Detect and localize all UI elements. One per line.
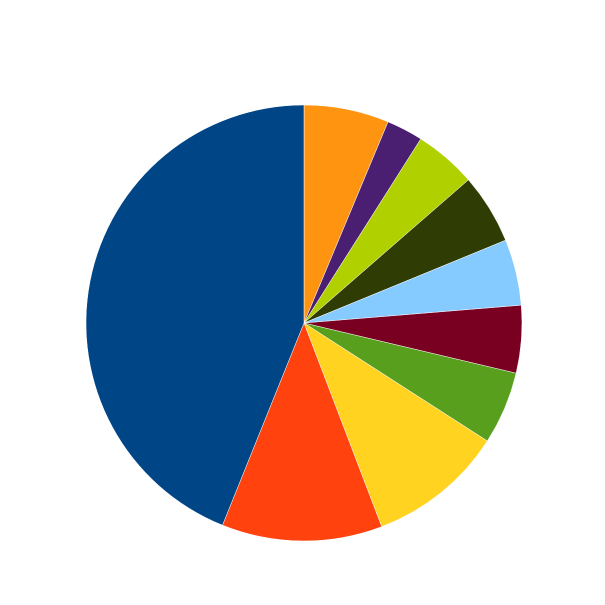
pie-slice — [303, 322, 488, 528]
pie-slice — [85, 104, 305, 526]
pie-slice — [222, 322, 383, 542]
